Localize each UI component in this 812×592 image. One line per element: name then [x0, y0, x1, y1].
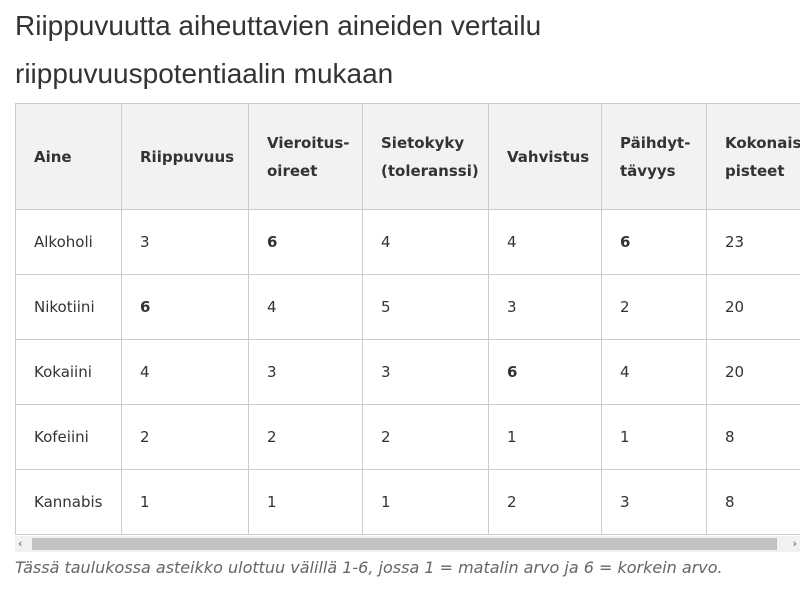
table-cell: 2 [488, 469, 602, 535]
scroll-thumb[interactable] [32, 538, 777, 550]
table-cell: 5 [362, 274, 489, 340]
scroll-left[interactable]: ‹ [18, 537, 23, 550]
table-cell: 8 [706, 469, 800, 535]
column-header: Aine [15, 103, 122, 210]
table-cell: 20 [706, 274, 800, 340]
table-cell: 2 [121, 404, 249, 470]
table-cell: 4 [362, 209, 489, 275]
table-cell: 6 [248, 209, 363, 275]
table-cell: 20 [706, 339, 800, 405]
table-cell: 4 [601, 339, 707, 405]
table-cell: 6 [488, 339, 602, 405]
table-cell: 4 [488, 209, 602, 275]
table-cell: Alkoholi [15, 209, 122, 275]
table-cell: 1 [362, 469, 489, 535]
table-scroll[interactable]: Aine Riippuvuus Vieroitus-oireet Sietokyky … [15, 103, 800, 553]
table-cell: Kannabis [15, 469, 122, 535]
table-cell: Kofeiini [15, 404, 122, 470]
table-cell: 6 [121, 274, 249, 340]
table-cell: Kokaiini [15, 339, 122, 405]
column-header: Päihdyt-tävyys [601, 103, 707, 210]
table-cell: 4 [248, 274, 363, 340]
table-cell: 3 [248, 339, 363, 405]
table-row: Kokaiini 4 3 3 6 4 20 [15, 339, 800, 405]
table-cell: 2 [248, 404, 363, 470]
table-cell: 8 [706, 404, 800, 470]
table-cell: 1 [601, 404, 707, 470]
table-cell: 2 [362, 404, 489, 470]
table-cell: 1 [248, 469, 363, 535]
table-cell: 3 [362, 339, 489, 405]
table-cell: 2 [601, 274, 707, 340]
table-cell: 6 [601, 209, 707, 275]
table-body: Alkoholi 3 6 4 4 6 23 Nikotiini 6 4 5 3 2 20 Kokaiini 4… [15, 209, 800, 535]
column-header: Sietokyky (toleranssi) [362, 103, 489, 210]
table-row: Alkoholi 3 6 4 4 6 23 [15, 209, 800, 275]
title: Riippuvuutta aiheuttavien aineiden verta… [15, 10, 542, 89]
table-cell: 3 [601, 469, 707, 535]
table-cell: 1 [121, 469, 249, 535]
table: Aine Riippuvuus Vieroitus-oireet Sietokyky … [15, 103, 800, 535]
table-cell: 23 [706, 209, 800, 275]
table-cell: 4 [121, 339, 249, 405]
table-row: Kannabis 1 1 1 2 3 8 [15, 469, 800, 535]
column-header: Riippuvuus [121, 103, 249, 210]
scroll-right[interactable]: › [792, 537, 797, 550]
scrollbar[interactable]: ‹ › [15, 536, 800, 552]
column-header: Vieroitus-oireet [248, 103, 363, 210]
table-row: Nikotiini 6 4 5 3 2 20 [15, 274, 800, 340]
header-row: Aine Riippuvuus Vieroitus-oireet Sietokyky … [15, 103, 800, 210]
table-cell: 3 [121, 209, 249, 275]
table-cell: 1 [488, 404, 602, 470]
column-header: Vahvistus [488, 103, 602, 210]
table-cell: Nikotiini [15, 274, 122, 340]
column-header: Kokonais-pisteet [706, 103, 800, 210]
table-row: Kofeiini 2 2 2 1 1 8 [15, 404, 800, 470]
table-cell: 3 [488, 274, 602, 340]
caption: Tässä taulukossa asteikko ulottuu välill… [15, 558, 723, 577]
